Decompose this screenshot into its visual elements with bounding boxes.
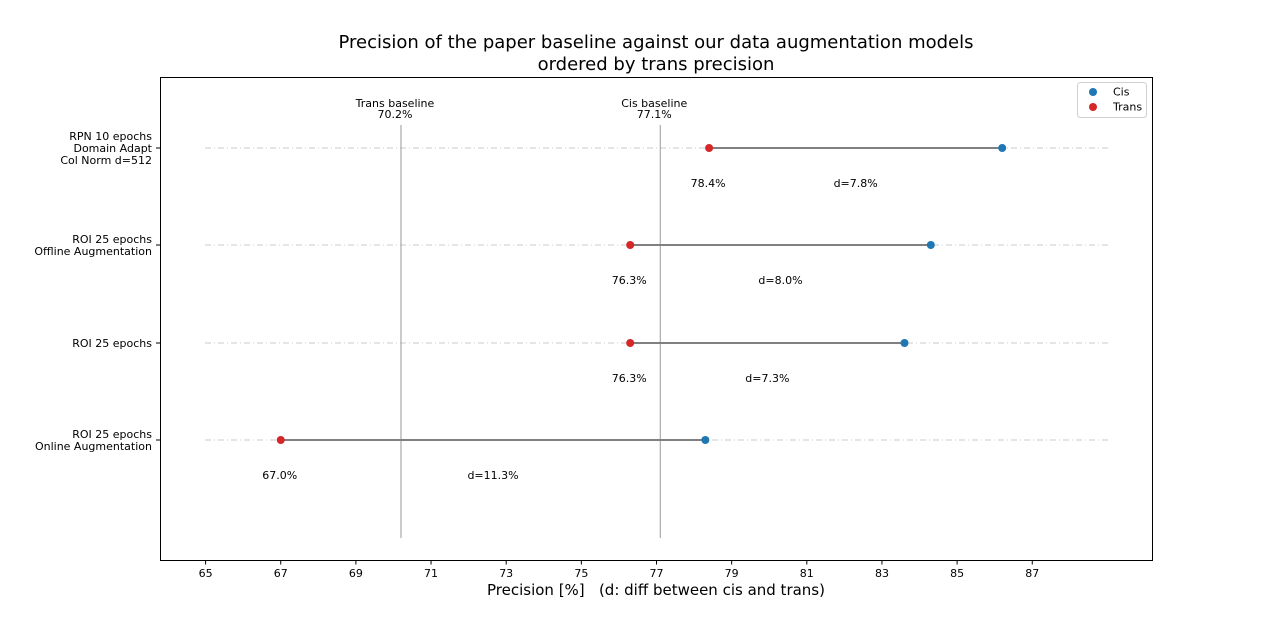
x-axis-label: Precision [%] (d: diff between cis and t… <box>487 581 825 599</box>
baseline-name-label: Trans baseline <box>355 97 435 110</box>
trans-value-label: 76.3% <box>612 372 647 385</box>
legend-trans-marker <box>1089 103 1097 111</box>
diff-label: d=7.8% <box>834 177 878 190</box>
x-tick-label: 77 <box>650 567 664 580</box>
chart-title-line-1: Precision of the paper baseline against … <box>338 32 973 53</box>
cis-point <box>926 241 935 249</box>
x-tick-label: 65 <box>199 567 213 580</box>
chart-rows: 78.4% d=7.8% 76.3% d=8.0% 76.3% d=7.3% 67.0% d=… <box>262 144 1007 482</box>
trans-point <box>276 436 285 444</box>
trans-value-label: 76.3% <box>612 274 647 287</box>
x-tick-label: 71 <box>424 567 438 580</box>
legend-cis-label: Cis <box>1113 86 1130 99</box>
diff-label: d=8.0% <box>758 274 802 287</box>
diff-label: d=7.3% <box>745 372 789 385</box>
cis-point <box>900 339 909 347</box>
y-category-label: ROI 25 epochs <box>72 337 152 350</box>
baseline-value-label: 70.2% <box>378 108 413 121</box>
y-category-label: Domain Adapt <box>73 142 152 155</box>
x-tick-label: 67 <box>274 567 288 580</box>
x-tick-label: 83 <box>875 567 889 580</box>
trans-point <box>626 241 635 249</box>
baseline-name-label: Cis baseline <box>621 97 687 110</box>
diff-label: d=11.3% <box>467 469 518 482</box>
trans-value-label: 67.0% <box>262 469 297 482</box>
trans-value-label: 78.4% <box>691 177 726 190</box>
x-axis-ticks: 65 67 69 71 73 75 77 79 81 83 85 87 <box>199 560 1039 580</box>
x-tick-label: 79 <box>725 567 739 580</box>
y-category-label: ROI 25 epochs <box>72 428 152 441</box>
y-category-label: Offline Augmentation <box>34 245 152 258</box>
x-tick-label: 75 <box>574 567 588 580</box>
x-tick-label: 87 <box>1025 567 1039 580</box>
trans-point <box>705 144 714 152</box>
y-category-label: RPN 10 epochs <box>69 130 152 143</box>
legend: Cis Trans <box>1077 82 1147 118</box>
cis-point <box>998 144 1007 152</box>
x-tick-label: 73 <box>499 567 513 580</box>
baseline-value-label: 77.1% <box>637 108 672 121</box>
legend-trans-label: Trans <box>1112 101 1142 114</box>
y-category-label: Online Augmentation <box>35 440 152 453</box>
y-category-label: Col Norm d=512 <box>60 154 152 167</box>
trans-point <box>626 339 635 347</box>
cis-point <box>701 436 710 444</box>
legend-cis-marker <box>1089 88 1097 96</box>
y-category-label: ROI 25 epochs <box>72 233 152 246</box>
x-tick-label: 85 <box>950 567 964 580</box>
grid-lines <box>205 147 1108 441</box>
x-tick-label: 69 <box>349 567 363 580</box>
chart-title-line-2: ordered by trans precision <box>538 54 775 75</box>
x-tick-label: 81 <box>800 567 814 580</box>
